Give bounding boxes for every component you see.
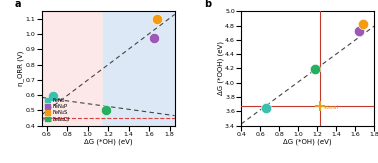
X-axis label: ΔG (*OH) (eV): ΔG (*OH) (eV) [84,138,132,145]
Y-axis label: ΔG (*OOH) (eV): ΔG (*OOH) (eV) [217,41,223,96]
Point [312,68,318,70]
Text: a: a [15,0,22,9]
Point [50,95,56,97]
Point [360,23,366,26]
Point [154,18,160,20]
Bar [103,11,175,126]
Text: b: b [204,0,211,9]
Text: Pt (1 1 1): Pt (1 1 1) [43,117,68,122]
Y-axis label: η_ORR (V): η_ORR (V) [17,51,24,86]
Legend: FeN₄, FeN₄P, FeN₄S, FeN₄Cl: FeN₄, FeN₄P, FeN₄S, FeN₄Cl [44,97,70,123]
Point [263,107,270,110]
Point [150,37,156,39]
Bar [42,11,103,126]
X-axis label: ΔG (*OH) (eV): ΔG (*OH) (eV) [284,138,332,145]
Text: Ideal: Ideal [324,105,339,110]
Point [103,108,109,111]
Point [356,30,363,33]
